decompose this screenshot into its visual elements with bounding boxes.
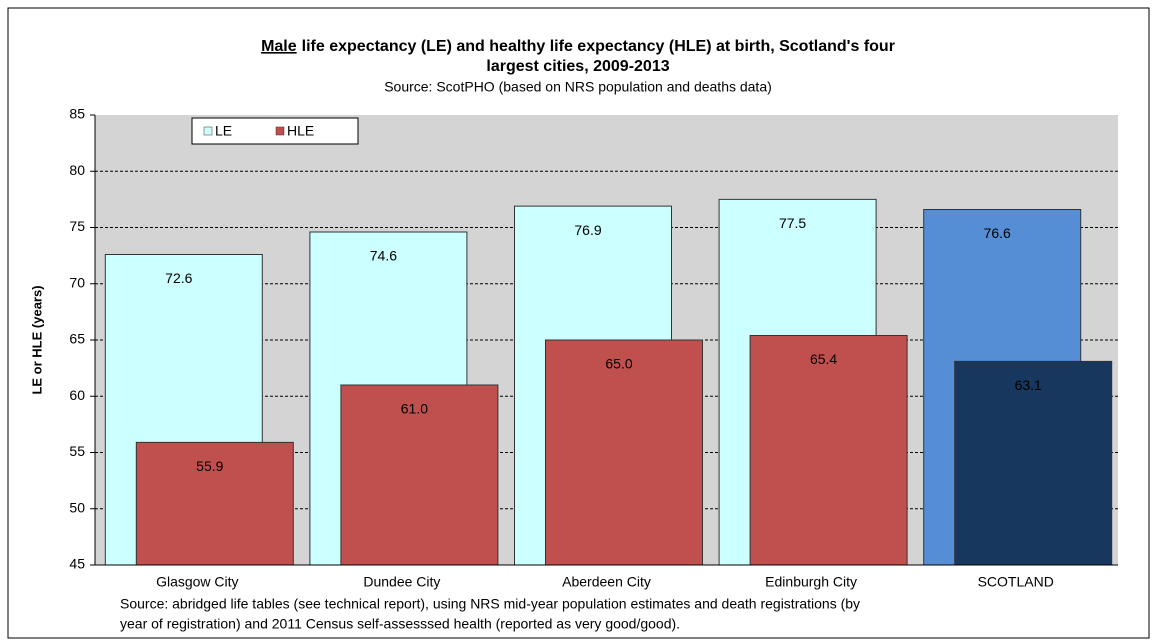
data-label: 72.6 xyxy=(165,270,192,286)
bar xyxy=(340,384,499,566)
chart-title: largest cities, 2009-2013 xyxy=(486,58,669,75)
x-tick-label: SCOTLAND xyxy=(978,574,1054,590)
legend-swatch xyxy=(275,126,285,136)
data-label: 65.4 xyxy=(810,351,837,367)
data-label: 65.0 xyxy=(605,356,632,372)
chart-title: Male life expectancy (LE) and healthy lif… xyxy=(261,38,895,55)
y-tick-label: 50 xyxy=(69,499,85,515)
data-label: 77.5 xyxy=(779,215,806,231)
title-line: life expectancy (LE) and healthy life ex… xyxy=(302,38,895,55)
legend-label: LE xyxy=(215,123,232,139)
footnote: Source: abridged life tables (see techni… xyxy=(120,596,860,612)
x-tick-label: Glasgow City xyxy=(156,574,238,590)
bar xyxy=(135,441,294,566)
y-axis-label: LE or HLE (years) xyxy=(29,285,44,394)
bar xyxy=(749,335,908,566)
legend-swatch xyxy=(203,126,213,136)
y-tick-label: 70 xyxy=(69,274,85,290)
data-label: 76.9 xyxy=(574,222,601,238)
y-tick-label: 55 xyxy=(69,443,85,459)
legend-box xyxy=(191,117,359,145)
legend-label: HLE xyxy=(287,123,314,139)
data-label: 61.0 xyxy=(401,401,428,417)
y-tick-label: 60 xyxy=(69,387,85,403)
x-tick-label: Dundee City xyxy=(363,574,440,590)
data-label: 76.6 xyxy=(984,225,1011,241)
x-tick-label: Aberdeen City xyxy=(562,574,651,590)
y-tick-label: 65 xyxy=(69,331,85,347)
data-label: 63.1 xyxy=(1015,377,1042,393)
chart-subtitle: Source: ScotPHO (based on NRS population… xyxy=(384,79,772,95)
y-tick-label: 45 xyxy=(69,556,85,572)
footnote: year of registration) and 2011 Census se… xyxy=(120,616,680,632)
title-emphasis: Male xyxy=(261,38,297,55)
x-tick-label: Edinburgh City xyxy=(765,574,857,590)
bar xyxy=(954,360,1113,566)
bar xyxy=(545,339,703,566)
data-label: 74.6 xyxy=(370,248,397,264)
y-tick-label: 80 xyxy=(69,162,85,178)
y-tick-label: 85 xyxy=(69,106,85,122)
y-tick-label: 75 xyxy=(69,218,85,234)
data-label: 55.9 xyxy=(196,458,223,474)
